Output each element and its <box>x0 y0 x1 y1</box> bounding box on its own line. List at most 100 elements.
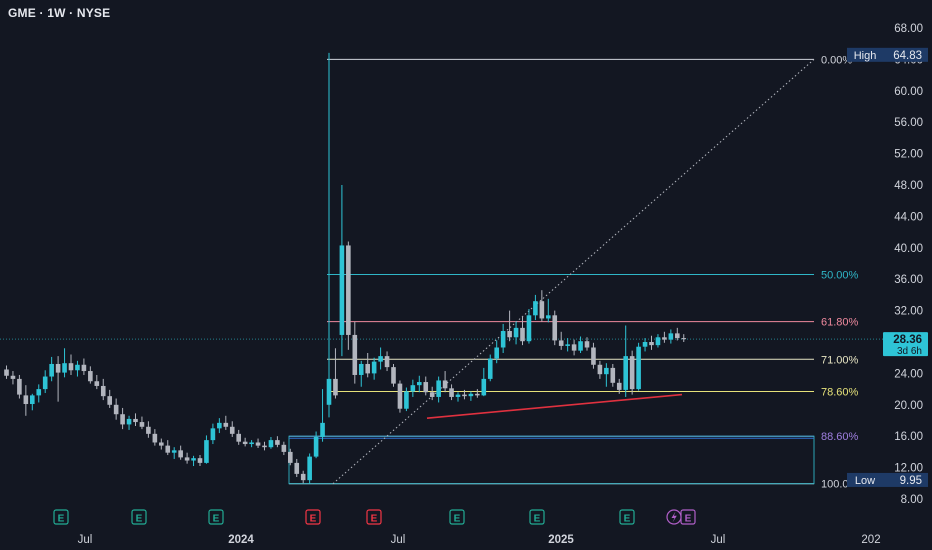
candle-body[interactable] <box>552 315 558 341</box>
candle-body[interactable] <box>558 340 564 346</box>
candle-body[interactable] <box>159 442 164 446</box>
candle-body[interactable] <box>88 371 93 382</box>
earnings-marker[interactable]: E <box>449 509 465 525</box>
candle-body[interactable] <box>629 356 635 390</box>
candle-body[interactable] <box>494 347 499 359</box>
fib-trend-line[interactable] <box>332 59 815 485</box>
candle-body[interactable] <box>642 342 648 347</box>
candle-body[interactable] <box>307 456 312 481</box>
candlestick-series[interactable] <box>4 52 687 484</box>
candle-body[interactable] <box>197 458 203 463</box>
fib-retracement[interactable]: −14.60%0.00%50.00%61.80%71.00%78.60%88.6… <box>288 0 864 491</box>
candle-body[interactable] <box>423 382 429 393</box>
candle-body[interactable] <box>146 426 151 434</box>
candle-body[interactable] <box>591 347 596 365</box>
candle-body[interactable] <box>681 338 687 340</box>
candle-body[interactable] <box>275 440 280 445</box>
candle-body[interactable] <box>565 344 570 346</box>
candle-body[interactable] <box>417 382 422 386</box>
candle-body[interactable] <box>268 440 274 448</box>
candle-body[interactable] <box>610 367 616 383</box>
candle-body[interactable] <box>449 388 454 397</box>
earnings-marker[interactable]: E <box>619 509 635 525</box>
candle-body[interactable] <box>455 394 461 397</box>
candle-body[interactable] <box>126 418 132 425</box>
candle-body[interactable] <box>204 440 209 463</box>
candle-body[interactable] <box>120 414 125 425</box>
candle-body[interactable] <box>17 378 22 395</box>
candle-body[interactable] <box>10 375 16 379</box>
candle-body[interactable] <box>346 245 351 335</box>
time-axis[interactable]: Jul 2024 Jul 2025 Jul 202 <box>78 534 881 546</box>
candle-body[interactable] <box>655 337 661 346</box>
candle-body[interactable] <box>229 426 235 434</box>
trendlines[interactable] <box>0 338 883 419</box>
candle-body[interactable] <box>191 458 196 461</box>
earnings-marker[interactable]: E <box>53 509 69 525</box>
candle-body[interactable] <box>100 385 106 397</box>
earnings-marker[interactable]: E <box>305 509 321 525</box>
candle-body[interactable] <box>223 422 229 427</box>
candle-body[interactable] <box>313 436 319 457</box>
candle-body[interactable] <box>36 389 42 396</box>
candle-body[interactable] <box>616 382 622 390</box>
candle-body[interactable] <box>604 367 609 375</box>
earnings-marker[interactable]: E <box>366 509 382 525</box>
candle-body[interactable] <box>520 327 525 342</box>
candle-body[interactable] <box>255 442 261 446</box>
candle-body[interactable] <box>649 342 654 346</box>
candle-body[interactable] <box>49 363 54 377</box>
candle-body[interactable] <box>249 442 254 445</box>
candle-body[interactable] <box>339 245 345 335</box>
candle-body[interactable] <box>442 380 448 389</box>
candle-body[interactable] <box>397 383 403 409</box>
candle-body[interactable] <box>384 356 390 368</box>
earnings-marker[interactable]: E <box>529 509 545 525</box>
candle-body[interactable] <box>539 301 545 319</box>
candle-body[interactable] <box>300 473 306 481</box>
candle-body[interactable] <box>391 367 396 384</box>
candle-body[interactable] <box>481 378 487 396</box>
candle-body[interactable] <box>352 334 358 375</box>
candle-body[interactable] <box>288 451 293 463</box>
candle-body[interactable] <box>320 422 325 437</box>
candle-body[interactable] <box>236 433 241 442</box>
candle-body[interactable] <box>294 462 300 474</box>
candle-body[interactable] <box>242 441 248 445</box>
candle-body[interactable] <box>217 422 222 429</box>
candle-body[interactable] <box>4 369 9 376</box>
candle-body[interactable] <box>636 346 641 390</box>
candle-body[interactable] <box>378 356 383 362</box>
candle-body[interactable] <box>410 385 416 392</box>
candle-body[interactable] <box>107 396 112 405</box>
candle-body[interactable] <box>113 404 119 415</box>
candle-body[interactable] <box>533 301 538 316</box>
candle-body[interactable] <box>55 363 61 373</box>
candle-body[interactable] <box>584 341 590 348</box>
lightning-marker[interactable] <box>666 509 682 525</box>
candle-body[interactable] <box>578 341 583 351</box>
candle-body[interactable] <box>94 381 100 386</box>
candle-body[interactable] <box>62 363 67 373</box>
candle-body[interactable] <box>468 393 474 397</box>
candle-body[interactable] <box>487 358 493 379</box>
candle-body[interactable] <box>30 395 35 405</box>
candle-body[interactable] <box>23 395 29 405</box>
candle-body[interactable] <box>597 364 603 375</box>
candle-body[interactable] <box>526 315 532 342</box>
candle-body[interactable] <box>623 356 628 390</box>
candle-body[interactable] <box>326 378 332 405</box>
candle-body[interactable] <box>75 364 80 371</box>
candle-body[interactable] <box>42 376 48 390</box>
candle-body[interactable] <box>165 445 171 453</box>
candle-body[interactable] <box>81 364 87 372</box>
earnings-marker[interactable]: E <box>208 509 224 525</box>
candle-body[interactable] <box>371 361 377 374</box>
candle-body[interactable] <box>133 418 138 423</box>
candle-body[interactable] <box>475 393 480 396</box>
candle-body[interactable] <box>513 327 519 338</box>
candle-body[interactable] <box>675 333 680 339</box>
support-trendline[interactable] <box>426 393 683 419</box>
